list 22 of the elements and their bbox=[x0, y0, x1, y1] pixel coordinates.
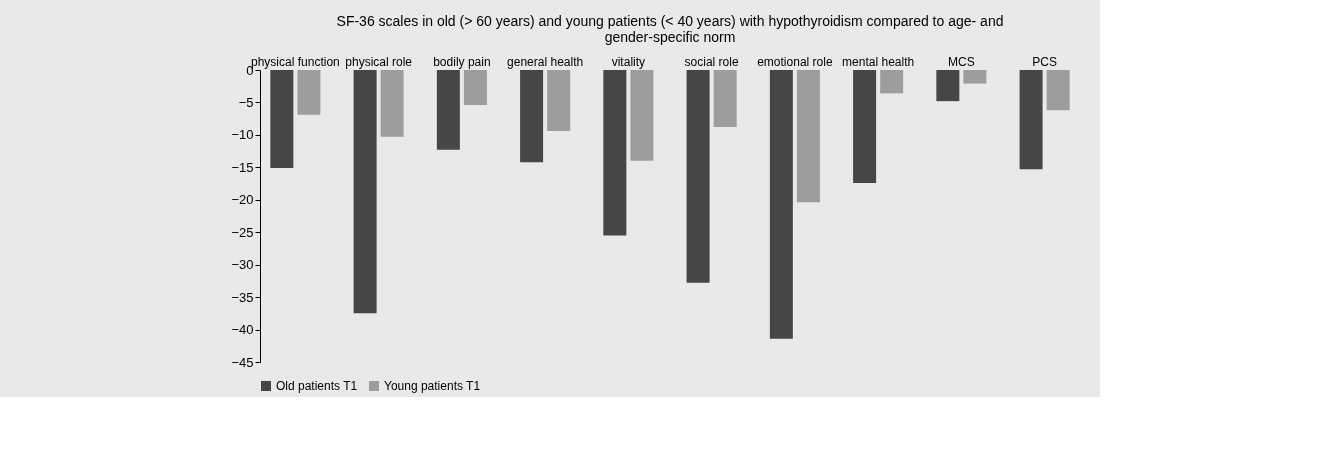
y-tick-label: −20 bbox=[231, 192, 254, 208]
y-tick-label: −35 bbox=[231, 289, 254, 305]
legend-label: Young patients T1 bbox=[384, 379, 481, 393]
x-tick-label: mental health bbox=[842, 54, 915, 69]
x-tick-label: physical role bbox=[345, 54, 413, 69]
chart-title: SF-36 scales in old (> 60 years) and young patients (< 40 years) with hypothyroidism compared to age- and gender-specific norm bbox=[336, 13, 1004, 45]
legend-label: Old patients T1 bbox=[276, 379, 358, 393]
x-tick-label: bodily pain bbox=[433, 54, 491, 69]
y-tick-label: −25 bbox=[231, 224, 254, 240]
x-tick-label: vitality bbox=[611, 54, 646, 69]
y-tick-label: −10 bbox=[231, 127, 254, 143]
x-tick-label: MCS bbox=[948, 54, 975, 69]
x-tick-label: general health bbox=[507, 54, 584, 69]
x-tick-label: emotional role bbox=[757, 54, 833, 69]
x-tick-label: physical function bbox=[251, 54, 340, 69]
y-tick-label: −40 bbox=[231, 322, 254, 338]
x-tick-label: PCS bbox=[1032, 54, 1057, 69]
y-tick-label: −15 bbox=[231, 159, 254, 175]
y-tick-label: −30 bbox=[231, 257, 254, 273]
y-tick-label: −5 bbox=[238, 94, 254, 110]
x-tick-label: social role bbox=[684, 54, 739, 69]
y-tick-label: −45 bbox=[231, 354, 254, 370]
